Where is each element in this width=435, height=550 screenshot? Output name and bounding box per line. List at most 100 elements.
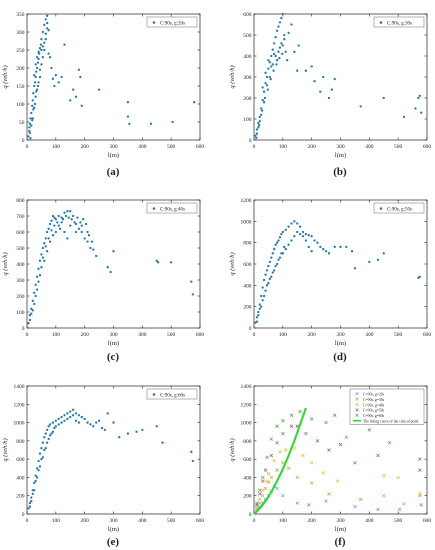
data-point <box>27 507 30 510</box>
data-point <box>307 503 311 507</box>
legend-label: C=90s, g=60s <box>363 414 385 419</box>
x-tick-label: 0 <box>26 518 29 524</box>
data-point <box>34 75 37 79</box>
data-point <box>63 43 66 46</box>
x-tick-label: 200 <box>81 144 90 150</box>
legend-label: C:90s, g:30s <box>387 21 412 26</box>
x-tick-label: 300 <box>109 144 118 150</box>
data-point <box>34 479 37 483</box>
data-point <box>33 102 37 106</box>
data-point <box>28 318 32 322</box>
data-point <box>46 21 49 25</box>
data-point <box>63 414 66 417</box>
legend-label: C=90s, g=50s <box>363 409 385 414</box>
legend-label: C:90s, g:60s <box>160 393 185 398</box>
data-point <box>43 48 46 52</box>
data-point <box>298 225 302 228</box>
x-tick-label: 400 <box>138 332 147 338</box>
data-point <box>367 428 372 432</box>
data-point <box>260 475 265 480</box>
y-tick-label: 600 <box>243 12 252 18</box>
data-point <box>257 126 260 129</box>
data-point <box>171 120 174 124</box>
data-point <box>290 23 293 26</box>
data-point <box>278 256 282 259</box>
data-point <box>69 410 72 413</box>
data-point <box>304 232 308 236</box>
data-point <box>277 50 280 53</box>
data-point <box>284 247 287 251</box>
x-axis-label: l(m) <box>108 340 119 347</box>
y-axis-label: q (veh/h) <box>2 252 9 275</box>
x-tick-label: 0 <box>253 518 256 524</box>
y-tick-label: 150 <box>16 84 25 90</box>
data-point <box>84 222 88 226</box>
data-point <box>30 307 33 310</box>
y-axis-label: q (veh/h) <box>2 438 9 461</box>
data-point <box>257 310 260 314</box>
legend-box <box>373 16 425 28</box>
x-tick-label: 100 <box>279 332 288 338</box>
data-point <box>278 46 282 49</box>
data-point <box>262 101 266 104</box>
data-point <box>44 245 47 248</box>
y-tick-label: 200 <box>243 96 252 102</box>
data-point <box>46 230 49 234</box>
data-point <box>128 122 131 125</box>
data-point <box>47 52 50 55</box>
data-point <box>272 69 275 72</box>
data-point <box>304 69 308 72</box>
data-point <box>44 32 47 35</box>
data-point <box>47 437 50 441</box>
data-point <box>258 501 262 505</box>
y-tick-label: 1400 <box>14 384 25 390</box>
data-point <box>297 44 300 47</box>
x-axis-label: l(m) <box>108 526 119 533</box>
data-point <box>255 132 259 135</box>
y-tick-label: 1200 <box>241 402 252 408</box>
data-point <box>112 250 115 253</box>
data-point <box>28 129 31 133</box>
data-point <box>31 104 34 107</box>
data-point <box>283 38 286 41</box>
y-tick-label: 500 <box>243 33 252 39</box>
x-tick-label: 200 <box>308 518 317 524</box>
x-tick-label: 400 <box>365 518 374 524</box>
data-point <box>54 230 57 234</box>
data-point <box>31 299 34 302</box>
y-tick-label: 100 <box>16 102 25 108</box>
chart-panel-e: 0 100 200 300 400 500 600 0 200 400 600 800 1000 1200… <box>2 384 204 548</box>
data-point <box>30 312 33 315</box>
y-tick-label: 600 <box>16 230 25 236</box>
x-tick-label: 0 <box>26 144 29 150</box>
data-point <box>69 415 72 419</box>
y-tick-label: 0 <box>22 326 25 332</box>
data-point <box>262 278 266 282</box>
data-point <box>70 218 73 221</box>
y-tick-label: 600 <box>16 457 25 463</box>
data-point <box>35 70 38 73</box>
data-point <box>295 475 299 480</box>
data-point <box>274 54 277 58</box>
data-point <box>260 109 264 112</box>
data-point <box>287 243 290 246</box>
y-tick-label: 1000 <box>241 421 252 427</box>
data-point <box>30 496 33 499</box>
data-point <box>265 75 269 79</box>
data-point <box>327 252 331 255</box>
data-point <box>51 214 55 218</box>
data-point <box>41 30 45 34</box>
data-point <box>313 80 316 83</box>
data-point <box>35 90 38 93</box>
data-point <box>283 245 286 249</box>
data-point <box>277 25 280 28</box>
x-tick-label: 200 <box>81 518 90 524</box>
panel-caption: (b) <box>333 166 347 178</box>
data-point <box>273 42 276 45</box>
data-point <box>46 27 49 30</box>
data-point <box>316 241 319 244</box>
data-point <box>255 136 258 140</box>
data-point <box>298 232 302 236</box>
panel-caption: (e) <box>107 536 120 548</box>
data-point <box>272 459 276 463</box>
